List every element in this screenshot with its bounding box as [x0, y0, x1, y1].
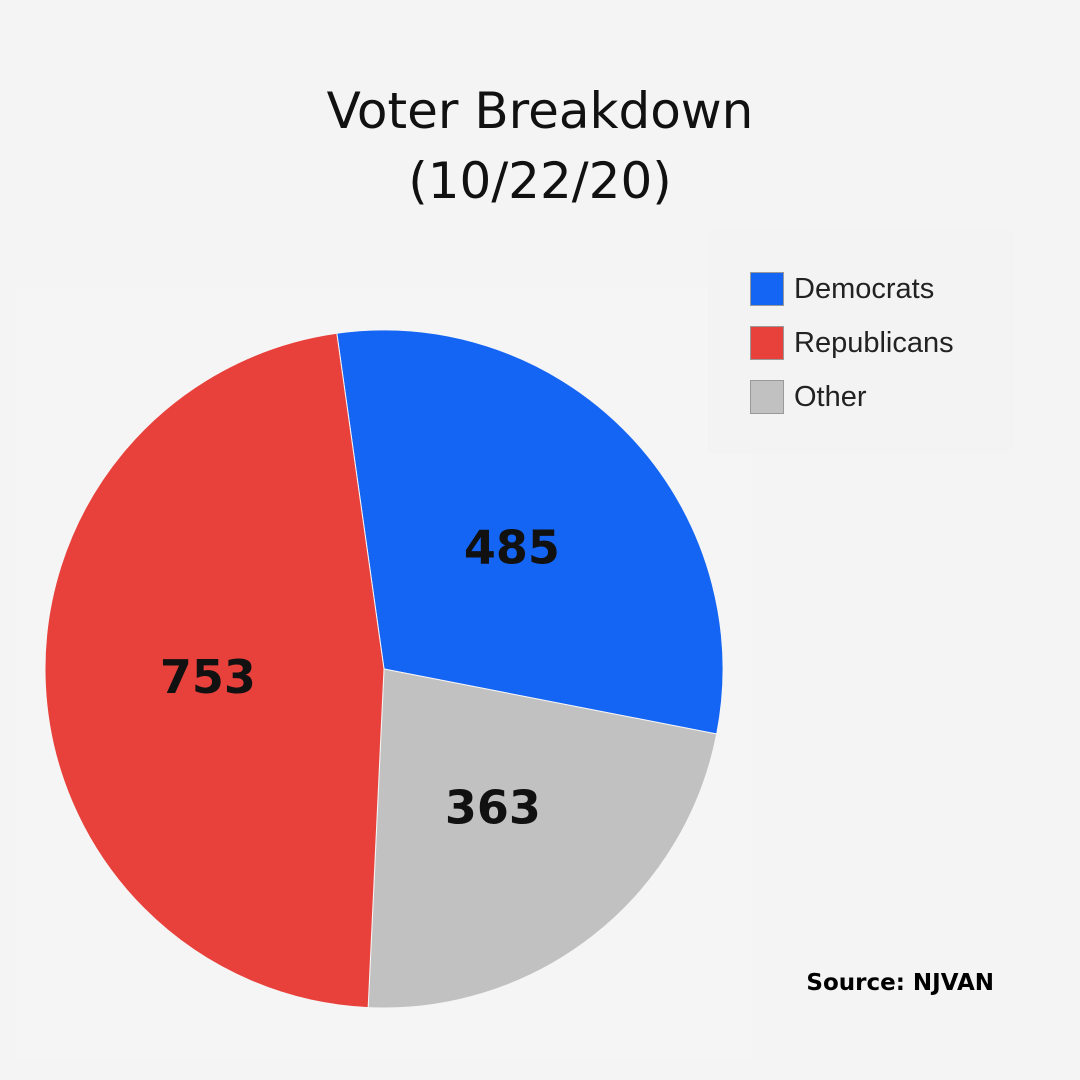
chart-title: Voter Breakdown (10/22/20) [0, 76, 1080, 216]
legend-item-other: Other [750, 370, 954, 424]
legend-swatch-democrats [750, 272, 784, 306]
legend-item-democrats: Democrats [750, 262, 954, 316]
legend-label-democrats: Democrats [794, 272, 935, 305]
pie-label-other: 363 [445, 781, 541, 835]
legend-swatch-other [750, 380, 784, 414]
chart-title-main: Voter Breakdown [326, 82, 754, 140]
legend-swatch-republicans [750, 326, 784, 360]
legend-label-republicans: Republicans [794, 326, 954, 359]
pie-slice-other [367, 668, 718, 1009]
pie-label-republicans: 753 [160, 650, 256, 704]
pie-label-democrats: 485 [464, 521, 560, 575]
pie-slice-republicans [44, 332, 385, 1009]
legend-item-republicans: Republicans [750, 316, 954, 370]
chart-title-date: (10/22/20) [408, 152, 672, 210]
pie-slice-democrats [336, 329, 724, 735]
legend-label-other: Other [794, 380, 867, 413]
source-note: Source: NJVAN [806, 970, 994, 996]
chart-legend: Democrats Republicans Other [750, 262, 954, 424]
